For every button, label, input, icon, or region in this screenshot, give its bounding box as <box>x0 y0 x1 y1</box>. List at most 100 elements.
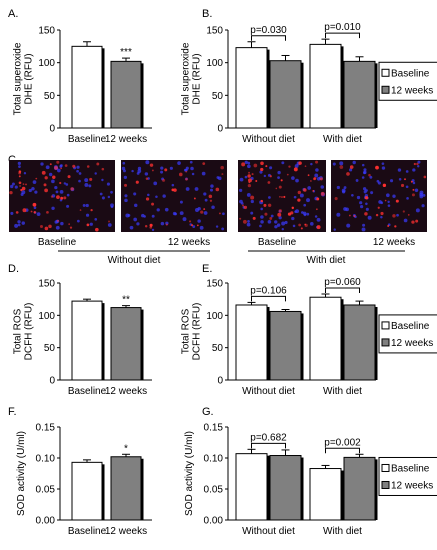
micrograph-ros-spot <box>89 177 93 181</box>
micrograph-nucleus <box>51 206 55 211</box>
micrograph-nucleus <box>361 163 365 167</box>
micrograph-ros-spot <box>304 223 307 226</box>
micrograph-ros-spot <box>96 162 100 166</box>
micrograph-nucleus <box>14 223 19 228</box>
micrograph-nucleus <box>332 162 336 166</box>
y-axis-label-line: DCFH (RFU) <box>24 303 35 361</box>
p-value-bracket <box>325 287 360 293</box>
micrograph-ros-spot <box>171 188 175 192</box>
micrograph-caption: 12 weeks <box>168 237 210 248</box>
micrograph-nucleus <box>336 185 340 190</box>
micrograph-ros-spot <box>260 167 264 172</box>
micrograph-ros-spot <box>278 209 283 213</box>
micrograph-nucleus <box>315 168 319 172</box>
micrograph-ros-spot <box>255 180 258 183</box>
micrograph-ros-spot <box>250 195 255 200</box>
micrograph-ros-spot <box>32 202 37 207</box>
micrograph-nucleus <box>260 207 263 211</box>
micrograph-nucleus <box>361 227 366 232</box>
micrograph-ros-spot <box>349 165 354 169</box>
micrograph-nucleus <box>365 207 369 211</box>
micrograph-nucleus <box>292 224 296 228</box>
micrograph-nucleus <box>204 198 208 202</box>
micrograph-ros-spot <box>303 188 307 192</box>
micrograph-ros-spot <box>60 167 62 170</box>
legend-swatch <box>381 463 390 472</box>
micrograph-nucleus <box>63 182 67 185</box>
micrograph-ros-spot <box>375 213 379 217</box>
micrograph-ros-spot <box>283 195 286 199</box>
x-category-label: 12 weeks <box>105 386 147 397</box>
bar <box>269 60 302 129</box>
micrograph-nucleus <box>277 176 280 180</box>
micrograph-nucleus <box>260 220 264 224</box>
y-tick-label: 150 <box>206 26 223 37</box>
micrograph-nucleus <box>356 195 361 200</box>
micrograph-ros-spot <box>178 172 183 177</box>
legend-entry: 12 weeks <box>391 338 433 349</box>
micrograph-ros-spot <box>209 199 213 202</box>
micrograph-ros-spot <box>86 223 90 227</box>
significance-mark: *** <box>120 47 132 58</box>
panel-label: F. <box>8 406 17 418</box>
micrograph-ros-spot <box>319 177 323 181</box>
micrograph-ros-spot <box>21 186 26 191</box>
y-tick-label: 0 <box>49 124 55 135</box>
micrograph-ros-spot <box>54 165 58 170</box>
micrograph-nucleus <box>123 175 128 180</box>
micrograph-nucleus <box>294 210 297 213</box>
p-value-bracket <box>251 35 286 41</box>
y-tick-label: 0 <box>217 376 223 387</box>
micrograph-ros-spot <box>202 162 206 166</box>
y-tick-label: 100 <box>38 58 55 69</box>
micrograph-nucleus <box>107 195 111 199</box>
y-tick-label: 50 <box>212 91 224 102</box>
micrograph-nucleus <box>10 211 14 215</box>
micrograph-nucleus <box>99 192 103 196</box>
micrograph-nucleus <box>367 215 372 220</box>
micrograph-nucleus <box>263 174 267 178</box>
micrograph-nucleus <box>78 172 82 175</box>
legend-swatch <box>381 338 390 347</box>
micrograph-nucleus <box>121 166 126 171</box>
micrograph-nucleus <box>365 189 368 192</box>
micrograph-ros-spot <box>221 173 224 176</box>
micrograph-ros-spot <box>95 227 99 232</box>
micrograph-ros-spot <box>248 181 251 184</box>
y-axis-label: Total ROSDCFH (RFU) <box>181 303 203 361</box>
panel-label: E. <box>202 263 212 275</box>
micrograph-ros-spot <box>316 208 318 211</box>
micrograph-ros-spot <box>320 191 325 196</box>
p-value-bracket <box>325 447 360 454</box>
micrograph-nucleus <box>281 161 285 165</box>
micrograph-caption: Baseline <box>38 237 77 248</box>
micrograph-nucleus <box>36 212 41 217</box>
micrograph-ros-spot <box>9 190 13 195</box>
micrograph-nucleus <box>247 220 250 223</box>
micrograph-nucleus <box>307 186 312 190</box>
micrograph-nucleus <box>397 168 402 172</box>
micrograph-nucleus <box>94 218 98 221</box>
micrograph-ros-spot <box>382 183 387 188</box>
micrograph-ros-spot <box>298 161 302 165</box>
micrograph-ros-spot <box>46 210 49 214</box>
micrograph-ros-spot <box>251 173 254 176</box>
micrograph-ros-spot <box>339 165 344 169</box>
micrograph-ros-spot <box>30 210 33 213</box>
micrograph-nucleus <box>396 213 399 217</box>
micrograph-nucleus <box>244 160 248 165</box>
p-value-label: p=0.002 <box>324 437 361 448</box>
micrograph-ros-spot <box>68 223 70 225</box>
micrograph-ros-spot <box>162 178 166 182</box>
legend-swatch <box>381 321 390 330</box>
micrograph-ros-spot <box>298 223 302 227</box>
micrograph-nucleus <box>107 223 112 227</box>
micrograph-ros-spot <box>191 224 194 227</box>
micrograph-ros-spot <box>395 199 399 203</box>
micrograph-nucleus <box>190 166 194 171</box>
micrograph-ros-spot <box>242 204 244 207</box>
micrograph-ros-spot <box>145 197 150 201</box>
micrograph-nucleus <box>55 190 59 194</box>
y-tick-label: 150 <box>206 279 223 290</box>
micrograph-nucleus <box>137 166 142 171</box>
